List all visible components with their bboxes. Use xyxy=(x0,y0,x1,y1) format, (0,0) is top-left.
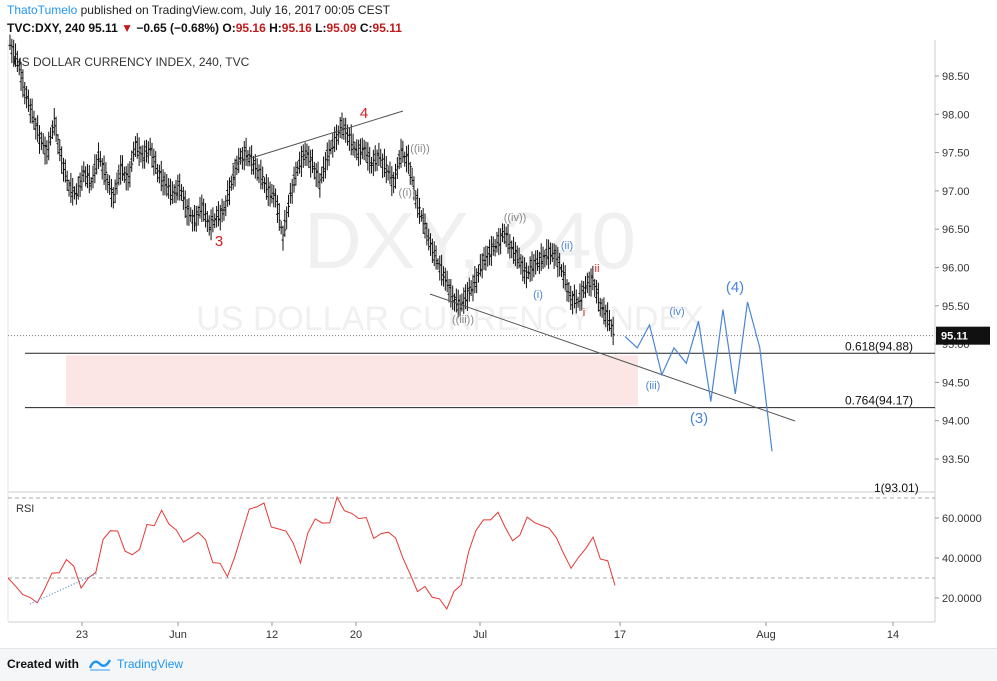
y-tick-label: 97.50 xyxy=(942,148,970,160)
symbol-label: TVC:DXY, 240 xyxy=(7,21,86,35)
author-link[interactable]: ThatoTumelo xyxy=(7,3,78,17)
y-tick-label: 94.00 xyxy=(942,416,970,428)
wave-label: 3 xyxy=(215,233,223,250)
y-tick-label: 96.50 xyxy=(942,224,970,236)
publish-header: ThatoTumelo published on TradingView.com… xyxy=(7,3,390,17)
last-price-badge xyxy=(936,326,990,345)
close-value: 95.11 xyxy=(372,21,402,35)
x-tick-label: 23 xyxy=(76,629,88,641)
wave-label: (iv) xyxy=(669,306,684,318)
y-tick-label: 93.50 xyxy=(942,454,970,466)
watermark-symbol: DXY, 240 xyxy=(304,196,636,285)
y-tick-label: 97.00 xyxy=(942,186,970,198)
ohlc-header: TVC:DXY, 240 95.11 ▼ −0.65 (−0.68%) O:95… xyxy=(7,21,402,35)
wave-label: ((ii)) xyxy=(410,143,430,155)
y-tick-label: 96.00 xyxy=(942,263,970,275)
chart-title: US DOLLAR CURRENCY INDEX, 240, TVC xyxy=(13,55,250,69)
main-panel xyxy=(8,40,935,490)
wave-label: (3) xyxy=(690,410,708,427)
fib-label-partial: 1(93.01) xyxy=(874,481,919,495)
lower-trendline xyxy=(429,293,796,422)
created-with-label: Created with xyxy=(7,657,80,671)
x-tick-label: Jun xyxy=(169,629,187,641)
high-value: 95.16 xyxy=(281,21,312,35)
y-tick-label: 94.50 xyxy=(942,377,970,389)
wave-label: (4) xyxy=(726,279,744,296)
x-tick-label: 20 xyxy=(350,629,362,641)
publish-info: published on TradingView.com, July 16, 2… xyxy=(80,3,390,17)
rsi-label: RSI xyxy=(16,503,34,515)
rsi-divergence-line xyxy=(29,572,99,605)
target-zone xyxy=(66,355,638,406)
y-tick-label: 98.50 xyxy=(942,71,970,83)
wave-label: ((iv)) xyxy=(504,212,527,224)
x-tick-label: 17 xyxy=(614,629,626,641)
x-tick-label: Aug xyxy=(756,629,776,641)
open-label: O: xyxy=(222,21,236,35)
forecast-path xyxy=(624,301,773,452)
last-price-label: 95.11 xyxy=(941,331,968,343)
low-value: 95.09 xyxy=(326,21,357,35)
wave-label: (ii) xyxy=(561,240,573,252)
x-tick-label: 12 xyxy=(266,629,278,641)
rsi-tick-label: 60.0000 xyxy=(942,513,982,525)
low-label: L: xyxy=(315,21,327,35)
down-arrow-icon: ▼ xyxy=(121,21,133,35)
high-label: H: xyxy=(269,21,282,35)
wave-label: ii xyxy=(595,263,600,275)
wave-label: ((iii)) xyxy=(452,314,474,326)
footer-bar: Created with TradingView xyxy=(0,648,997,681)
last-price: 95.11 xyxy=(88,21,118,35)
price-change: −0.65 (−0.68%) xyxy=(136,21,220,35)
wave-label: i xyxy=(583,307,585,319)
wave-label: 4 xyxy=(360,105,368,122)
chart-canvas: DXY, 240 US DOLLAR CURRENCY INDEX US DOLLA… xyxy=(7,34,990,641)
open-value: 95.16 xyxy=(235,21,266,35)
wave-label: (i) xyxy=(533,289,543,301)
x-tick-label: 14 xyxy=(887,629,899,641)
rsi-tick-label: 40.0000 xyxy=(942,553,982,565)
upper-trendline xyxy=(231,110,404,165)
close-label: C: xyxy=(359,21,373,35)
fib-label: 0.618(94.88) xyxy=(845,339,913,353)
wave-label: ((i)) xyxy=(398,187,415,199)
watermark-name: US DOLLAR CURRENCY INDEX xyxy=(196,300,704,338)
y-tick-label: 95.50 xyxy=(942,301,970,313)
tradingview-logo-icon[interactable] xyxy=(88,656,112,672)
wave-label: (iii) xyxy=(646,380,661,392)
rsi-line xyxy=(7,495,616,611)
fib-label: 0.764(94.17) xyxy=(845,394,913,408)
x-tick-label: Jul xyxy=(473,629,487,641)
tradingview-link[interactable]: TradingView xyxy=(117,657,184,671)
y-tick-label: 98.00 xyxy=(942,109,970,121)
rsi-tick-label: 20.0000 xyxy=(942,593,982,605)
